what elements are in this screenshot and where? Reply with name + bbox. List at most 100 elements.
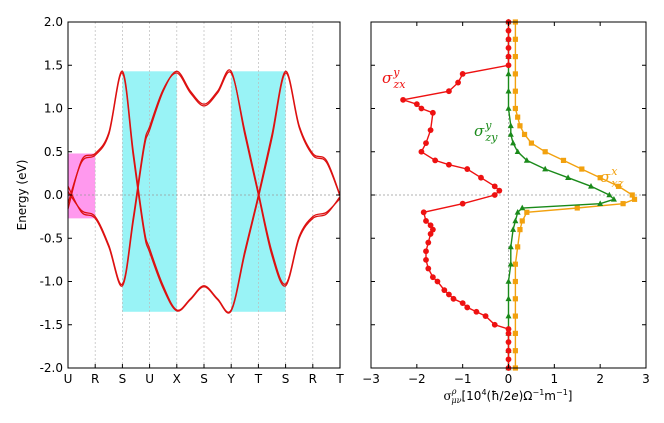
data-point bbox=[464, 166, 471, 172]
series-zy bbox=[505, 18, 617, 371]
axis-label-part: (ħ/2 bbox=[487, 389, 512, 403]
data-point bbox=[515, 244, 521, 250]
k-tick-label: R bbox=[91, 372, 99, 386]
data-point bbox=[459, 200, 466, 207]
data-point bbox=[429, 226, 436, 233]
data-point bbox=[505, 339, 512, 345]
series-label-zy: σy zy bbox=[474, 119, 498, 144]
data-point bbox=[507, 260, 514, 267]
data-point bbox=[505, 53, 512, 60]
data-point bbox=[519, 204, 526, 211]
k-tick-label: Y bbox=[227, 372, 236, 386]
data-point bbox=[512, 36, 518, 42]
data-point bbox=[427, 222, 434, 229]
data-point bbox=[515, 114, 521, 120]
data-point bbox=[505, 356, 512, 363]
data-point bbox=[491, 183, 498, 190]
series-zx bbox=[400, 19, 512, 371]
data-point bbox=[413, 101, 420, 108]
data-point bbox=[512, 105, 518, 112]
series-label-sub: zy bbox=[484, 131, 498, 144]
data-point bbox=[434, 278, 441, 285]
data-point bbox=[505, 36, 512, 43]
data-point bbox=[482, 313, 489, 319]
axis-label-part: ρ bbox=[451, 387, 457, 396]
data-point bbox=[505, 45, 512, 51]
data-point bbox=[505, 278, 512, 284]
axis-label-part: [10 bbox=[461, 389, 481, 403]
data-point bbox=[610, 196, 617, 202]
data-point bbox=[432, 157, 439, 164]
data-point bbox=[512, 54, 518, 60]
data-point bbox=[464, 304, 471, 311]
band-upper-2 bbox=[67, 72, 341, 314]
data-point bbox=[517, 227, 523, 233]
data-point bbox=[429, 109, 436, 116]
data-point bbox=[496, 187, 503, 194]
data-point bbox=[459, 71, 466, 77]
axis-label-part: m bbox=[544, 389, 556, 403]
x-tick-label: 2 bbox=[596, 372, 604, 386]
axis-label-part: )Ω bbox=[519, 389, 533, 403]
data-point bbox=[446, 291, 452, 298]
data-point bbox=[507, 122, 514, 129]
data-point bbox=[597, 200, 604, 206]
k-tick-label: X bbox=[173, 372, 181, 386]
data-point bbox=[423, 140, 429, 147]
y-tick-label: 0.5 bbox=[44, 145, 63, 159]
data-point bbox=[512, 88, 518, 94]
data-point bbox=[505, 27, 512, 34]
axis-label-part: e bbox=[511, 389, 518, 403]
y-tick-label: 0.0 bbox=[44, 188, 63, 202]
data-point bbox=[446, 161, 452, 168]
data-point bbox=[588, 183, 594, 189]
series-label-base: σ bbox=[600, 168, 611, 186]
series-label-sub: zx bbox=[392, 78, 406, 91]
data-point bbox=[505, 326, 512, 332]
x-tick-label: 1 bbox=[551, 372, 559, 386]
data-point bbox=[565, 174, 572, 180]
data-point bbox=[512, 313, 518, 319]
data-point bbox=[427, 231, 434, 237]
series-label-sup: y bbox=[484, 119, 492, 132]
band-structure-panel: -2.0 -1.5 -1.0 -0.5 0.0 0.5 1.0 1.5 2.0 U R S U X S Y T… bbox=[15, 15, 344, 386]
data-point bbox=[507, 243, 514, 250]
series-label-base: σ bbox=[474, 122, 485, 140]
series-line bbox=[514, 22, 636, 368]
k-tick-label: S bbox=[282, 372, 290, 386]
data-point bbox=[446, 88, 452, 95]
data-point bbox=[450, 295, 457, 302]
energy-ticks: -2.0 -1.5 -1.0 -0.5 0.0 0.5 1.0 1.5 2.0 bbox=[40, 15, 340, 375]
data-point bbox=[505, 330, 512, 337]
y-tick-label: -1.0 bbox=[40, 275, 63, 289]
y-tick-label: 2.0 bbox=[44, 15, 63, 29]
axis-label-part: μν bbox=[451, 396, 461, 405]
conductivity-series bbox=[400, 18, 638, 371]
axis-label-part: −1 bbox=[556, 388, 568, 397]
data-point bbox=[542, 165, 549, 172]
series-label-zx: σy zx bbox=[382, 66, 406, 91]
data-point bbox=[505, 87, 512, 94]
axis-label-part: ] bbox=[568, 389, 573, 403]
data-point bbox=[542, 149, 548, 155]
data-point bbox=[505, 312, 512, 319]
data-point bbox=[512, 348, 518, 354]
data-point bbox=[505, 347, 512, 354]
data-point bbox=[505, 62, 512, 69]
band-lower-2 bbox=[67, 71, 341, 285]
axis-label-part: σ bbox=[444, 389, 452, 403]
data-point bbox=[514, 209, 521, 215]
data-point bbox=[429, 274, 436, 281]
highlight-magenta bbox=[68, 153, 96, 219]
data-point bbox=[491, 192, 498, 198]
data-point bbox=[425, 239, 432, 246]
energy-axis-label: Energy (eV) bbox=[15, 160, 29, 231]
x-tick-label: −3 bbox=[362, 372, 380, 386]
data-point bbox=[514, 148, 521, 155]
data-point bbox=[418, 105, 425, 112]
x-tick-label: 0 bbox=[505, 372, 513, 386]
data-point bbox=[423, 256, 429, 263]
k-tick-label: R bbox=[309, 372, 317, 386]
